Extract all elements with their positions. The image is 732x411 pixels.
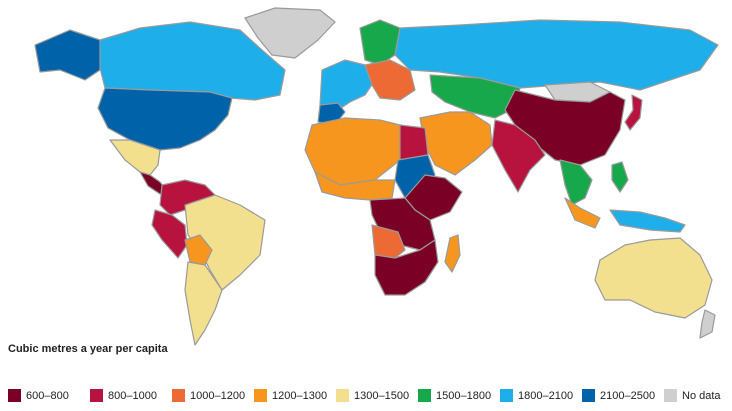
middle-east: [419, 111, 493, 176]
alaska: [34, 29, 101, 81]
australia: [594, 237, 713, 319]
indonesia-west: [564, 197, 601, 229]
bolivia: [184, 234, 213, 266]
russia: [394, 19, 719, 91]
legend-swatch: [500, 389, 513, 402]
central-asia: [429, 74, 521, 119]
new-zealand: [699, 309, 716, 339]
legend-swatch: [418, 389, 431, 402]
legend-label: 1800–2100: [518, 390, 573, 402]
legend-swatch: [172, 389, 185, 402]
legend-title: Cubic metres a year per capita: [8, 343, 168, 355]
west-africa: [314, 171, 396, 201]
legend-label: 1500–1800: [436, 390, 491, 402]
usa: [97, 87, 233, 151]
legend-label: 600–800: [26, 390, 69, 402]
legend-swatch: [664, 389, 677, 402]
legend-swatch: [254, 389, 267, 402]
mexico: [109, 139, 161, 176]
legend-label: No data: [682, 390, 721, 402]
philippines: [611, 161, 629, 193]
southeast-asia: [559, 159, 593, 206]
legend-swatch: [90, 389, 103, 402]
japan: [624, 94, 643, 131]
angola: [371, 224, 406, 259]
legend-label: 1300–1500: [354, 390, 409, 402]
egypt: [399, 124, 429, 161]
madagascar: [444, 234, 461, 273]
north-africa: [304, 117, 401, 186]
argentina-chile: [184, 261, 223, 346]
legend-label: 2100–2500: [600, 390, 655, 402]
legend-swatch: [8, 389, 21, 402]
greenland: [244, 7, 336, 59]
eastern-europe: [364, 59, 416, 101]
legend-label: 1000–1200: [190, 390, 245, 402]
peru: [151, 209, 188, 259]
legend-swatch: [582, 389, 595, 402]
map-regions: [34, 7, 719, 346]
legend-label: 800–1000: [108, 390, 157, 402]
scandinavia: [359, 19, 401, 66]
india: [491, 119, 546, 193]
legend: 600–800 800–1000 1000–1200 1200–1300 1300–15…: [8, 389, 721, 402]
legend-label: 1200–1300: [272, 390, 327, 402]
legend-swatch: [336, 389, 349, 402]
southern-africa: [374, 239, 439, 296]
indonesia-east: [609, 209, 686, 233]
